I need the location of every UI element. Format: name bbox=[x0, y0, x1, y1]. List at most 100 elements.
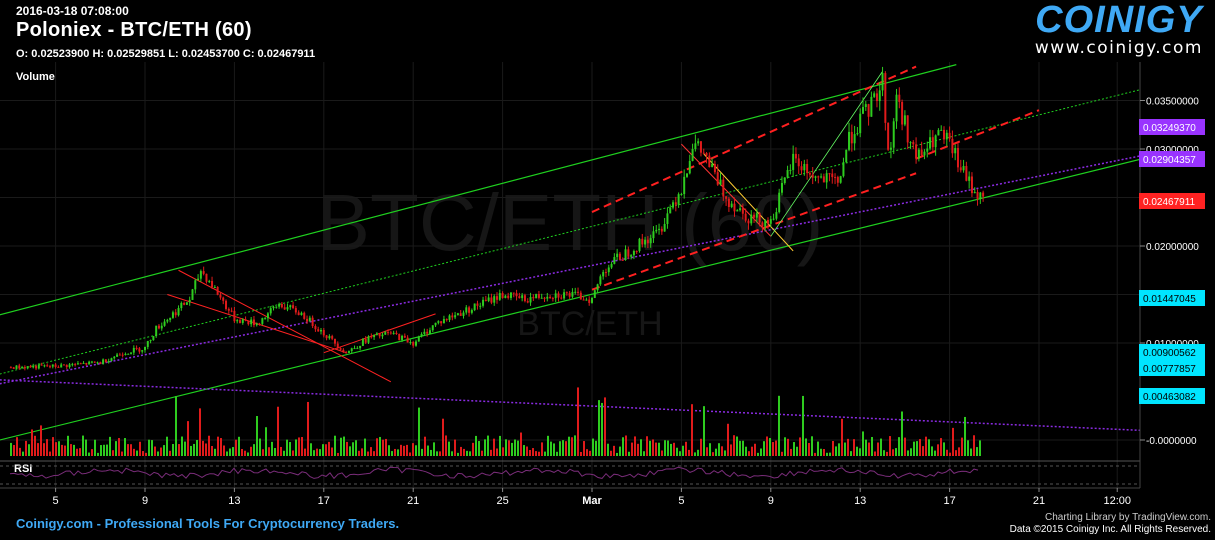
volume-bar bbox=[883, 450, 885, 456]
candle-body bbox=[780, 183, 783, 193]
candle-body bbox=[468, 307, 471, 313]
candle-body bbox=[258, 323, 261, 325]
candle-body bbox=[29, 366, 32, 368]
credit-line-1[interactable]: Charting Library by TradingView.com. bbox=[1044, 512, 1211, 523]
candle-body bbox=[247, 320, 250, 325]
volume-bar bbox=[256, 416, 258, 456]
candle-body bbox=[621, 259, 624, 261]
candle-body bbox=[956, 148, 959, 168]
logo-brand: COINIGY bbox=[1035, 0, 1203, 41]
volume-bar bbox=[847, 438, 849, 456]
candle-body bbox=[353, 348, 356, 350]
candle-body bbox=[535, 294, 538, 299]
volume-bar bbox=[166, 436, 168, 456]
volume-bar bbox=[784, 437, 786, 456]
candle-body bbox=[82, 362, 85, 364]
volume-bar bbox=[922, 446, 924, 456]
price-tick-label: -0.0000000 bbox=[1146, 436, 1197, 447]
volume-bar bbox=[955, 450, 957, 456]
volume-bar bbox=[70, 444, 72, 456]
volume-bar bbox=[616, 452, 618, 456]
volume-bar bbox=[820, 448, 822, 456]
volume-bar bbox=[52, 437, 54, 456]
candle-body bbox=[599, 276, 602, 285]
volume-bar bbox=[397, 449, 399, 456]
volume-bar bbox=[202, 440, 204, 456]
volume-bar bbox=[88, 452, 90, 456]
time-axis[interactable]: 5 9 13 17 21 25 Mar 5 9 13 17 21 12:00 bbox=[0, 487, 1140, 507]
volume-bar bbox=[286, 439, 288, 456]
candle-body bbox=[496, 296, 499, 300]
volume-bar bbox=[304, 448, 306, 456]
volume-bar bbox=[511, 442, 513, 456]
volume-bar bbox=[43, 443, 45, 456]
price-label-value: 0.02467911 bbox=[1143, 197, 1196, 208]
volume-bar bbox=[943, 442, 945, 456]
candle-body bbox=[951, 138, 954, 154]
volume-bar bbox=[367, 451, 369, 456]
candle-body bbox=[378, 333, 381, 337]
volume-bar bbox=[307, 401, 309, 456]
price-label-box bbox=[1139, 193, 1205, 209]
price-axis[interactable]: 0.035000000.030000000.025000000.02000000… bbox=[1139, 62, 1205, 488]
candle-body bbox=[440, 321, 443, 324]
candle-body bbox=[222, 297, 225, 301]
volume-bar bbox=[472, 442, 474, 456]
volume-bar bbox=[772, 442, 774, 456]
candle-body bbox=[602, 272, 605, 277]
candle-body bbox=[102, 359, 105, 364]
volume-bar bbox=[979, 440, 981, 456]
volume-bar bbox=[250, 446, 252, 456]
candle-body bbox=[213, 286, 216, 288]
candle-body bbox=[772, 218, 775, 220]
volume-bar bbox=[805, 438, 807, 456]
candle-body bbox=[607, 267, 610, 273]
candle-body bbox=[93, 361, 96, 363]
candle-body bbox=[814, 176, 817, 178]
candle-body bbox=[540, 297, 543, 299]
time-tick-label: 21 bbox=[1033, 495, 1045, 507]
volume-bar bbox=[58, 441, 60, 456]
volume-bar bbox=[475, 435, 477, 456]
volume-bar bbox=[406, 444, 408, 456]
volume-bar bbox=[826, 452, 828, 456]
volume-bar bbox=[793, 442, 795, 456]
volume-bar bbox=[325, 444, 327, 456]
candle-body bbox=[912, 142, 915, 145]
candle-body bbox=[9, 367, 12, 369]
candle-body bbox=[252, 319, 255, 326]
volume-bar bbox=[856, 446, 858, 456]
candle-body bbox=[146, 340, 149, 347]
candle-body bbox=[426, 331, 429, 334]
volume-bar bbox=[817, 441, 819, 456]
candle-body bbox=[725, 196, 728, 199]
volume-bar bbox=[364, 438, 366, 456]
candle-body bbox=[775, 212, 778, 219]
volume-bar bbox=[736, 436, 738, 456]
candle-body bbox=[60, 364, 63, 368]
volume-bar bbox=[829, 452, 831, 456]
volume-bar bbox=[334, 435, 336, 456]
candle-body bbox=[347, 351, 350, 353]
candle-body bbox=[755, 213, 758, 218]
candle-body bbox=[727, 198, 730, 207]
footer-credits: Charting Library by TradingView.com. Dat… bbox=[1010, 512, 1211, 536]
volume-bar bbox=[844, 442, 846, 456]
candle-body bbox=[828, 173, 831, 175]
candle-body bbox=[699, 141, 702, 153]
price-label-value: 0.03249370 bbox=[1143, 123, 1196, 134]
candle-body bbox=[420, 334, 423, 337]
volume-bar bbox=[763, 441, 765, 456]
candle-body bbox=[124, 353, 127, 356]
volume-bar bbox=[61, 444, 63, 456]
candle-body bbox=[940, 129, 943, 131]
coinigy-logo[interactable]: COINIGY www.coinigy.com bbox=[1035, 0, 1203, 57]
volume-bar bbox=[394, 448, 396, 456]
volume-bar bbox=[223, 445, 225, 456]
volume-bar bbox=[403, 445, 405, 456]
volume-bar bbox=[91, 449, 93, 456]
footer-tagline[interactable]: Coinigy.com - Professional Tools For Cry… bbox=[16, 516, 400, 531]
volume-bar bbox=[97, 452, 99, 456]
candle-body bbox=[110, 358, 113, 362]
